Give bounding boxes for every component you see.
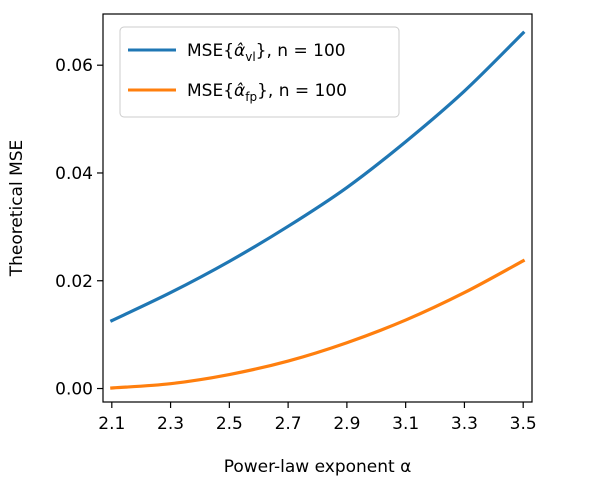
x-axis: 2.1 2.3 2.5 2.7 2.9 3.1 3.3 3.5 [98,402,537,434]
legend-entry-vl: MSE{α̂vl}, n = 100 [128,41,346,64]
x-tick-label: 2.5 [216,414,243,434]
x-tick-label: 3.1 [392,414,419,434]
plot-frame [102,13,533,403]
y-axis-label: Theoretical MSE [7,140,27,278]
x-tick-label: 2.7 [275,414,302,434]
y-tick-label: 0.06 [55,56,93,76]
x-tick-label: 3.3 [451,414,478,434]
y-tick-label: 0.04 [55,164,93,184]
series-line-vl [109,30,526,323]
y-tick-label: 0.00 [55,380,93,400]
series-line-fp [110,258,526,390]
y-axis: 0.00 0.02 0.04 0.06 [55,56,103,400]
plot-area [102,13,533,403]
x-tick-label: 2.9 [333,414,360,434]
legend-box [119,26,400,118]
x-tick-label: 2.1 [98,414,125,434]
x-tick-label: 2.3 [157,414,184,434]
x-axis-label: Power-law exponent α [224,457,412,477]
legend-label-vl: MSE{α̂vl}, n = 100 [187,41,346,64]
y-tick-label: 0.02 [55,272,93,292]
series-lines [109,30,526,390]
legend: MSE{α̂vl}, n = 100 MSE{α̂fp}, n = 100 [119,26,400,118]
legend-label-fp: MSE{α̂fp}, n = 100 [187,81,347,104]
x-tick-label: 3.5 [510,414,537,434]
legend-entry-fp: MSE{α̂fp}, n = 100 [128,81,347,104]
